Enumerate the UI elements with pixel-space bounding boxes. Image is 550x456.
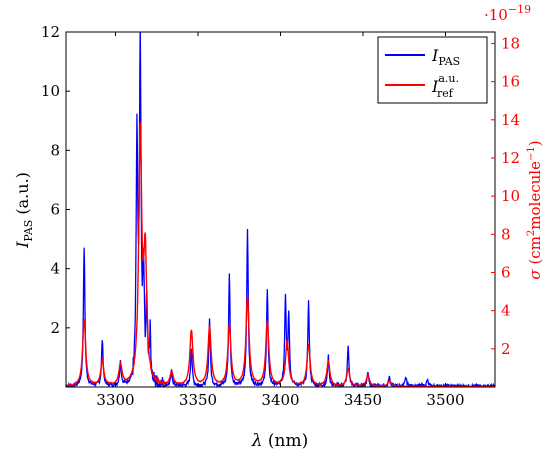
x-tick-label: 3450	[344, 391, 382, 409]
legend-label-pas: IPAS	[431, 46, 460, 68]
x-axis: 3300 3350 3400 3450 3500	[96, 32, 465, 409]
y-left-tick-label: 6	[50, 201, 60, 219]
y-right-tick-label: 12	[501, 149, 520, 167]
y-right-tick-label: 18	[501, 34, 520, 52]
y-right-tick-label: 6	[501, 263, 511, 281]
legend-label-ref: Ia.u. ref	[431, 72, 459, 100]
y-left-tick-label: 8	[50, 141, 60, 159]
y-right-tick-label: 14	[501, 111, 520, 129]
legend: IPAS Ia.u. ref	[377, 36, 488, 104]
y-axis-left: 2 4 6 8 10 12	[41, 23, 70, 337]
x-tick-label: 3400	[261, 391, 299, 409]
series-line-ref	[66, 122, 495, 387]
y-left-tick-label: 2	[50, 319, 60, 337]
y-axis-right: 2 4 6 8 10 12 14 16 18	[491, 34, 520, 358]
y-right-tick-label: 16	[501, 73, 520, 91]
x-tick-label: 3500	[426, 391, 464, 409]
y-left-tick-label: 4	[50, 260, 60, 278]
x-tick-label: 3350	[179, 391, 217, 409]
y-right-tick-label: 2	[501, 340, 511, 358]
y-left-tick-label: 10	[41, 82, 60, 100]
x-axis-label: λ (nm)	[251, 431, 309, 451]
y-left-tick-label: 12	[41, 23, 60, 41]
y-right-tick-label: 10	[501, 187, 520, 205]
y-axis-left-label: IPAS (a.u.)	[13, 172, 35, 249]
x-tick-label: 3300	[96, 391, 134, 409]
y-right-tick-label: 4	[501, 302, 511, 320]
y-axis-right-label: σ (cm2molecule−1)	[526, 140, 544, 279]
legend-box	[377, 36, 488, 104]
y-right-tick-label: 8	[501, 225, 511, 243]
